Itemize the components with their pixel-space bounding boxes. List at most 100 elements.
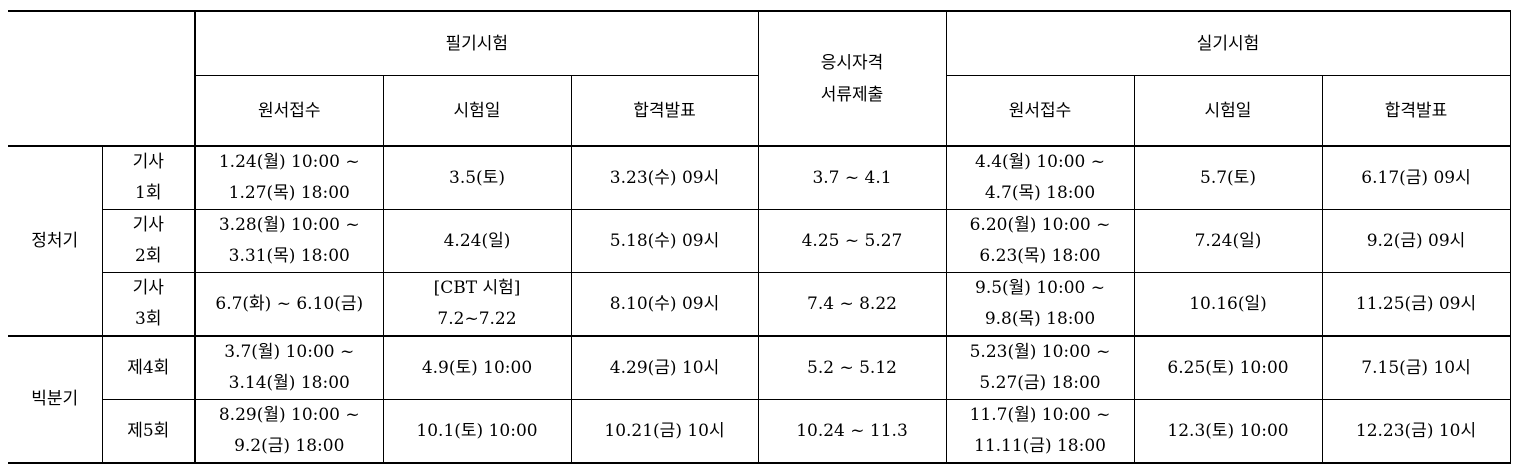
data-cell: 4.25 ~ 5.27: [757, 209, 947, 273]
row-label: 기사 3회: [101, 272, 196, 337]
cell-text: 6.7(화) ~ 6.10(금): [215, 293, 364, 314]
data-row: 기사 3회 6.7(화) ~ 6.10(금) [CBT 시험] 7.2~7.22 8.10…: [8, 272, 1511, 337]
data-cell: 3.23(수) 09시: [570, 145, 759, 210]
cell-text: 정처기: [31, 230, 79, 251]
cell-text: 11.7(월) 10:00 ~: [969, 405, 1111, 425]
cell-text: 4.25 ~ 5.27: [801, 230, 903, 251]
cell-text: 9.2(금) 18:00: [234, 436, 345, 456]
cell-text: 11.25(금) 09시: [1355, 293, 1477, 314]
data-cell: 4.9(토) 10:00: [382, 335, 572, 400]
cell-text: 4.24(일): [443, 230, 511, 251]
cell-text: 10.16(일): [1189, 293, 1267, 314]
header-cell: 실기시험: [945, 10, 1511, 76]
data-cell: 10.21(금) 10시: [570, 399, 759, 464]
cell-text: 7.2~7.22: [437, 309, 517, 329]
cell-text: 7.15(금) 10시: [1361, 357, 1471, 378]
cell-text: 실기시험: [1196, 33, 1260, 54]
cell-text: 6.20(월) 10:00 ~: [969, 215, 1111, 235]
cell-text: 합격발표: [1384, 100, 1448, 121]
data-cell: 3.7 ~ 4.1: [757, 145, 947, 210]
data-cell: 6.7(화) ~ 6.10(금): [194, 272, 384, 337]
data-cell: 10.16(일): [1133, 272, 1323, 337]
cell-text: 12.3(토) 10:00: [1167, 420, 1289, 441]
data-cell: 5.2 ~ 5.12: [757, 335, 947, 400]
cell-text: 1회: [135, 183, 162, 203]
header-cell: 합격발표: [570, 75, 759, 147]
data-cell: 10.24 ~ 11.3: [757, 399, 947, 464]
cell-text: 제5회: [127, 420, 170, 441]
cell-text: 3.14(월) 18:00: [228, 373, 350, 393]
schedule-table: 필기시험 응시자격 서류제출 실기시험 원서접수 시험일 합격발표 원서접수 시험일 합격발표 정처…: [8, 10, 1511, 464]
data-cell: 4.24(일): [382, 209, 572, 273]
cell-text: 11.11(금) 18:00: [974, 436, 1106, 456]
data-cell: 12.3(토) 10:00: [1133, 399, 1323, 464]
data-cell: 5.23(월) 10:00 ~ 5.27(금) 18:00: [945, 335, 1135, 400]
data-cell: 9.2(금) 09시: [1321, 209, 1511, 273]
data-row: 빅분기 제4회 3.7(월) 10:00 ~ 3.14(월) 18:00 4.9(토) …: [8, 335, 1511, 464]
cell-text: 6.17(금) 09시: [1361, 167, 1471, 188]
cell-text: 4.9(토) 10:00: [421, 357, 533, 378]
cell-text: 9.2(금) 09시: [1366, 230, 1466, 251]
cell-text: 3.7(월) 10:00 ~: [224, 342, 355, 362]
header-row: 필기시험 응시자격 서류제출 실기시험: [8, 10, 1511, 147]
data-cell: 1.24(월) 10:00 ~ 1.27(목) 18:00: [194, 145, 384, 210]
data-cell: 3.5(토): [382, 145, 572, 210]
cell-text: [CBT 시험]: [433, 278, 521, 298]
cell-text: 1.24(월) 10:00 ~: [218, 152, 360, 172]
group-cell: 정처기: [8, 145, 103, 337]
data-row: 정처기 기사 1회 1.24(월) 10:00 ~ 1.27(목) 18:00 3.5(토…: [8, 145, 1511, 337]
cell-text: 5.23(월) 10:00 ~: [969, 342, 1111, 362]
cell-text: 2회: [135, 246, 162, 266]
cell-text: 10.24 ~ 11.3: [796, 420, 908, 441]
cell-text: 3.7 ~ 4.1: [812, 167, 892, 188]
cell-text: 3.28(월) 10:00 ~: [218, 215, 360, 235]
data-cell: 11.7(월) 10:00 ~ 11.11(금) 18:00: [945, 399, 1135, 464]
cell-text: 5.27(금) 18:00: [979, 373, 1101, 393]
data-cell: [CBT 시험] 7.2~7.22: [382, 272, 572, 337]
cell-text: 응시자격: [820, 52, 884, 73]
cell-text: 3.5(토): [449, 167, 505, 188]
cell-text: 필기시험: [445, 33, 509, 54]
cell-text: 서류제출: [820, 84, 884, 105]
data-row: 제5회 8.29(월) 10:00 ~ 9.2(금) 18:00 10.1(토) 10…: [8, 399, 1511, 464]
cell-text: 1.27(목) 18:00: [228, 183, 350, 203]
cell-text: 10.1(토) 10:00: [416, 420, 538, 441]
cell-text: 4.7(목) 18:00: [984, 183, 1096, 203]
group-cell: 빅분기: [8, 335, 103, 464]
data-cell: 6.20(월) 10:00 ~ 6.23(목) 18:00: [945, 209, 1135, 273]
cell-text: 3.31(목) 18:00: [228, 246, 350, 266]
data-cell: 7.15(금) 10시: [1321, 335, 1511, 400]
data-cell: 11.25(금) 09시: [1321, 272, 1511, 337]
header-cell: 시험일: [382, 75, 572, 147]
cell-text: 6.25(토) 10:00: [1167, 357, 1289, 378]
data-cell: 10.1(토) 10:00: [382, 399, 572, 464]
row-label: 제5회: [101, 399, 196, 464]
header-cell: 필기시험: [194, 10, 759, 76]
data-cell: 4.4(월) 10:00 ~ 4.7(목) 18:00: [945, 145, 1135, 210]
cell-text: 9.5(월) 10:00 ~: [975, 278, 1105, 298]
data-row: 기사 2회 3.28(월) 10:00 ~ 3.31(목) 18:00 4.24(일) 5…: [8, 209, 1511, 273]
data-cell: 3.28(월) 10:00 ~ 3.31(목) 18:00: [194, 209, 384, 273]
cell-text: 9.8(목) 18:00: [984, 309, 1096, 329]
header-cell: 원서접수: [945, 75, 1135, 147]
cell-text: 원서접수: [1008, 100, 1072, 121]
header-cell: 원서접수: [194, 75, 384, 147]
cell-text: 8.10(수) 09시: [609, 293, 720, 314]
corner-cell: [8, 10, 196, 147]
cell-text: 시험일: [453, 100, 501, 121]
cell-text: 시험일: [1204, 100, 1252, 121]
row-label: 기사 1회: [101, 145, 196, 210]
cell-text: 8.29(월) 10:00 ~: [218, 405, 360, 425]
data-cell: 8.10(수) 09시: [570, 272, 759, 337]
data-cell: 6.17(금) 09시: [1321, 145, 1511, 210]
row-label: 제4회: [101, 335, 196, 400]
cell-text: 기사: [132, 152, 164, 172]
row-label: 기사 2회: [101, 209, 196, 273]
cell-text: 7.4 ~ 8.22: [807, 293, 897, 314]
data-cell: 9.5(월) 10:00 ~ 9.8(목) 18:00: [945, 272, 1135, 337]
cell-text: 5.18(수) 09시: [609, 230, 720, 251]
cell-text: 원서접수: [257, 100, 321, 121]
cell-text: 7.24(일): [1194, 230, 1262, 251]
